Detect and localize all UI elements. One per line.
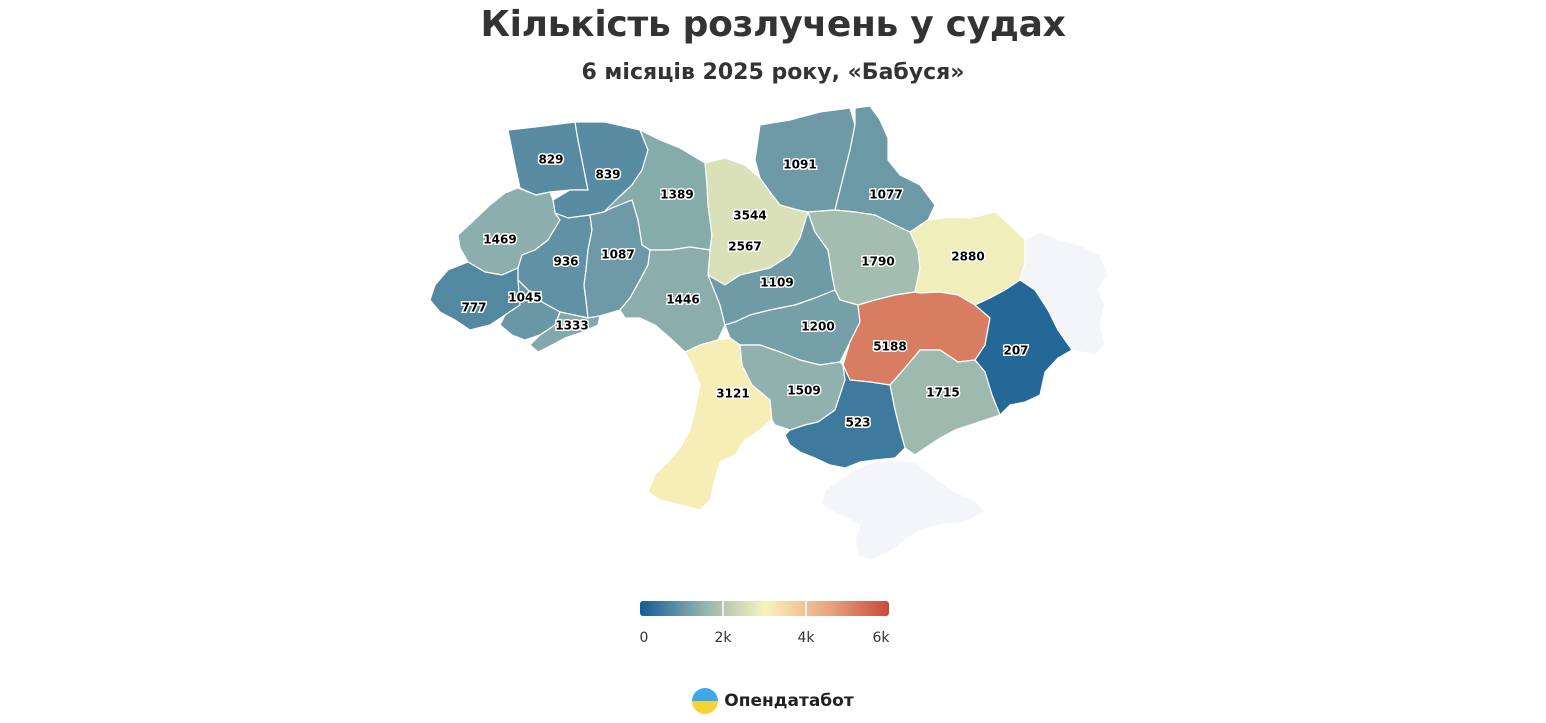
region-label-vinnytsia: 1446 (666, 293, 699, 307)
legend-tick-label: 4k (797, 630, 815, 646)
brand-name: Опендатабот (724, 691, 854, 711)
region-label-volyn: 829 (538, 153, 563, 167)
brand: Опендатабот (0, 688, 1546, 714)
region-label-ivano-frankivsk: 1045 (508, 291, 541, 305)
legend-tick-label: 6k (872, 630, 890, 646)
region-kherson[interactable] (784, 364, 906, 469)
region-chernivtsi[interactable] (529, 311, 601, 353)
legend-tick-label: 0 (640, 630, 649, 646)
region-label-zaporizhzhia: 1715 (926, 386, 959, 400)
region-label-kharkiv: 2880 (951, 250, 984, 264)
region-label-zhytomyr: 1389 (660, 188, 693, 202)
region-label-zakarpattia: 777 (461, 301, 486, 315)
region-label-odesa: 3121 (716, 387, 749, 401)
map-title: Кількість розлучень у судах (480, 4, 1066, 45)
region-label-kyiv-oblast: 2567 (728, 240, 761, 254)
legend-ticks: 0 2k 4k 6k (640, 601, 890, 646)
region-label-chernihiv: 1091 (783, 158, 816, 172)
region-crimea[interactable] (821, 459, 986, 561)
region-label-rivne: 839 (595, 168, 620, 182)
region-label-sumy: 1077 (869, 188, 902, 202)
map-subtitle: 6 місяців 2025 року, «Бабуся» (581, 60, 965, 85)
region-label-donetsk: 207 (1003, 344, 1028, 358)
region-label-ternopil: 936 (553, 255, 578, 269)
region-label-kherson: 523 (845, 416, 870, 430)
regions-layer (429, 105, 1109, 561)
region-label-dnipropetrovsk: 5188 (873, 340, 906, 354)
region-label-kirovohrad: 1200 (801, 320, 834, 334)
region-label-chernivtsi: 1333 (555, 319, 588, 333)
opendatabot-logo-icon (692, 688, 719, 714)
region-label-khmelnytskyi: 1087 (601, 248, 634, 262)
color-legend: 0 2k 4k 6k (640, 601, 890, 646)
region-label-kyiv-city: 3544 (733, 209, 766, 223)
region-ivano-frankivsk[interactable] (499, 279, 561, 341)
ukraine-choropleth-map: 829 839 1389 3544 2567 1091 1077 1469 936 1087 144… (429, 105, 1109, 646)
region-label-cherkasy: 1109 (760, 276, 793, 290)
legend-tick-label: 2k (714, 630, 732, 646)
legend-colorbar (640, 601, 889, 616)
region-label-mykolaiv: 1509 (787, 384, 820, 398)
region-label-lviv: 1469 (483, 233, 516, 247)
region-label-poltava: 1790 (861, 255, 894, 269)
labels-layer: 829 839 1389 3544 2567 1091 1077 1469 936 1087 144… (460, 151, 1030, 431)
